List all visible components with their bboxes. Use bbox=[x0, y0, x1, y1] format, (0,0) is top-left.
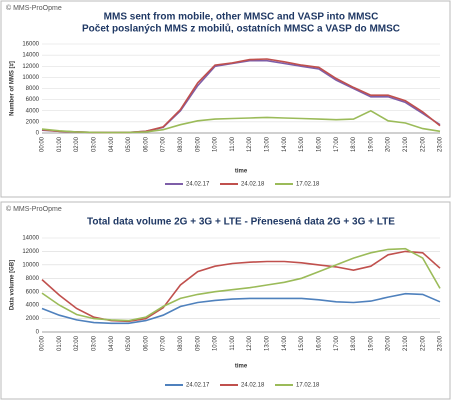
x-tick-label: 05:00 bbox=[126, 335, 132, 351]
x-tick-label: 15:00 bbox=[299, 136, 305, 152]
x-tick-label: 03:00 bbox=[91, 335, 97, 351]
y-tick-label: 4000 bbox=[26, 108, 40, 114]
x-tick-label: 04:00 bbox=[109, 136, 115, 152]
y-tick-label: 12000 bbox=[22, 249, 39, 255]
y-tick-label: 6000 bbox=[26, 289, 40, 295]
x-tick-label: 09:00 bbox=[195, 136, 201, 152]
x-tick-label: 00:00 bbox=[40, 136, 46, 152]
legend-label: 24.02.17 bbox=[186, 182, 210, 188]
legend-label: 24.02.18 bbox=[241, 383, 265, 389]
y-tick-label: 0 bbox=[36, 330, 40, 336]
x-tick-label: 16:00 bbox=[316, 136, 322, 152]
y-tick-label: 2000 bbox=[26, 316, 40, 322]
y-tick-label: 16000 bbox=[22, 42, 39, 48]
y-tick-label: 14000 bbox=[22, 53, 39, 59]
y-tick-label: 0 bbox=[36, 131, 40, 137]
legend-label: 24.02.18 bbox=[241, 182, 265, 188]
x-tick-label: 03:00 bbox=[91, 136, 97, 152]
x-tick-label: 21:00 bbox=[403, 335, 409, 351]
y-axis-label: Data volume [GB] bbox=[10, 260, 16, 310]
x-tick-label: 05:00 bbox=[126, 136, 132, 152]
x-tick-label: 20:00 bbox=[386, 335, 392, 351]
series-line bbox=[41, 109, 441, 134]
x-tick-label: 12:00 bbox=[247, 335, 253, 351]
chart-subtitle: Počet poslaných MMS z mobilů, ostatních … bbox=[82, 23, 400, 35]
legend-label: 17.02.18 bbox=[296, 182, 320, 188]
x-tick-label: 20:00 bbox=[386, 136, 392, 152]
legend-label: 17.02.18 bbox=[296, 383, 320, 389]
x-tick-label: 11:00 bbox=[230, 335, 236, 350]
x-tick-label: 21:00 bbox=[403, 136, 409, 152]
x-tick-label: 22:00 bbox=[420, 136, 426, 152]
x-tick-label: 02:00 bbox=[74, 335, 80, 351]
y-axis-label: Number of MMS [#] bbox=[10, 61, 16, 116]
x-tick-label: 13:00 bbox=[265, 335, 271, 351]
series-line bbox=[41, 292, 441, 325]
x-tick-label: 19:00 bbox=[368, 335, 374, 351]
legend-label: 24.02.17 bbox=[186, 383, 210, 389]
x-tick-label: 10:00 bbox=[213, 335, 219, 351]
y-tick-label: 6000 bbox=[26, 97, 40, 103]
watermark: © MMS-ProOpme bbox=[6, 4, 62, 12]
panel bbox=[0, 201, 451, 400]
x-tick-label: 10:00 bbox=[213, 136, 219, 152]
x-tick-label: 09:00 bbox=[195, 335, 201, 351]
panel bbox=[0, 0, 451, 198]
x-tick-label: 14:00 bbox=[282, 136, 288, 152]
x-tick-label: 06:00 bbox=[143, 136, 149, 152]
watermark: © MMS-ProOpme bbox=[6, 205, 62, 213]
x-tick-label: 23:00 bbox=[438, 136, 444, 152]
x-tick-label: 14:00 bbox=[282, 335, 288, 351]
x-tick-label: 00:00 bbox=[40, 335, 46, 351]
chart-title: Total data volume 2G + 3G + LTE - Přenes… bbox=[87, 217, 395, 228]
x-axis-label: time bbox=[235, 364, 248, 370]
x-tick-label: 02:00 bbox=[74, 136, 80, 152]
x-tick-label: 06:00 bbox=[143, 335, 149, 351]
y-tick-label: 14000 bbox=[22, 236, 39, 242]
series-line bbox=[41, 247, 441, 322]
x-tick-label: 19:00 bbox=[368, 136, 374, 152]
x-tick-label: 07:00 bbox=[161, 335, 167, 351]
y-tick-label: 12000 bbox=[22, 64, 39, 70]
y-tick-label: 8000 bbox=[26, 276, 40, 282]
x-tick-label: 11:00 bbox=[230, 136, 236, 151]
x-axis-label: time bbox=[235, 169, 248, 175]
x-tick-label: 07:00 bbox=[161, 136, 167, 152]
x-tick-label: 15:00 bbox=[299, 335, 305, 351]
x-tick-label: 16:00 bbox=[316, 335, 322, 351]
x-tick-label: 22:00 bbox=[420, 335, 426, 351]
chart-title: MMS sent from mobile, other MMSC and VAS… bbox=[104, 12, 379, 23]
x-tick-label: 18:00 bbox=[351, 335, 357, 351]
x-tick-label: 01:00 bbox=[57, 335, 63, 351]
y-tick-label: 10000 bbox=[22, 75, 39, 81]
x-tick-label: 18:00 bbox=[351, 136, 357, 152]
x-tick-label: 08:00 bbox=[178, 335, 184, 351]
y-tick-label: 8000 bbox=[26, 86, 40, 92]
x-tick-label: 17:00 bbox=[334, 335, 340, 351]
x-tick-label: 01:00 bbox=[57, 136, 63, 152]
y-tick-label: 2000 bbox=[26, 119, 40, 125]
y-tick-label: 4000 bbox=[26, 303, 40, 309]
x-tick-label: 13:00 bbox=[265, 136, 271, 152]
x-tick-label: 08:00 bbox=[178, 136, 184, 152]
x-tick-label: 23:00 bbox=[438, 335, 444, 351]
x-tick-label: 04:00 bbox=[109, 335, 115, 351]
x-tick-label: 12:00 bbox=[247, 136, 253, 152]
x-tick-label: 17:00 bbox=[334, 136, 340, 152]
y-tick-label: 10000 bbox=[22, 262, 39, 268]
